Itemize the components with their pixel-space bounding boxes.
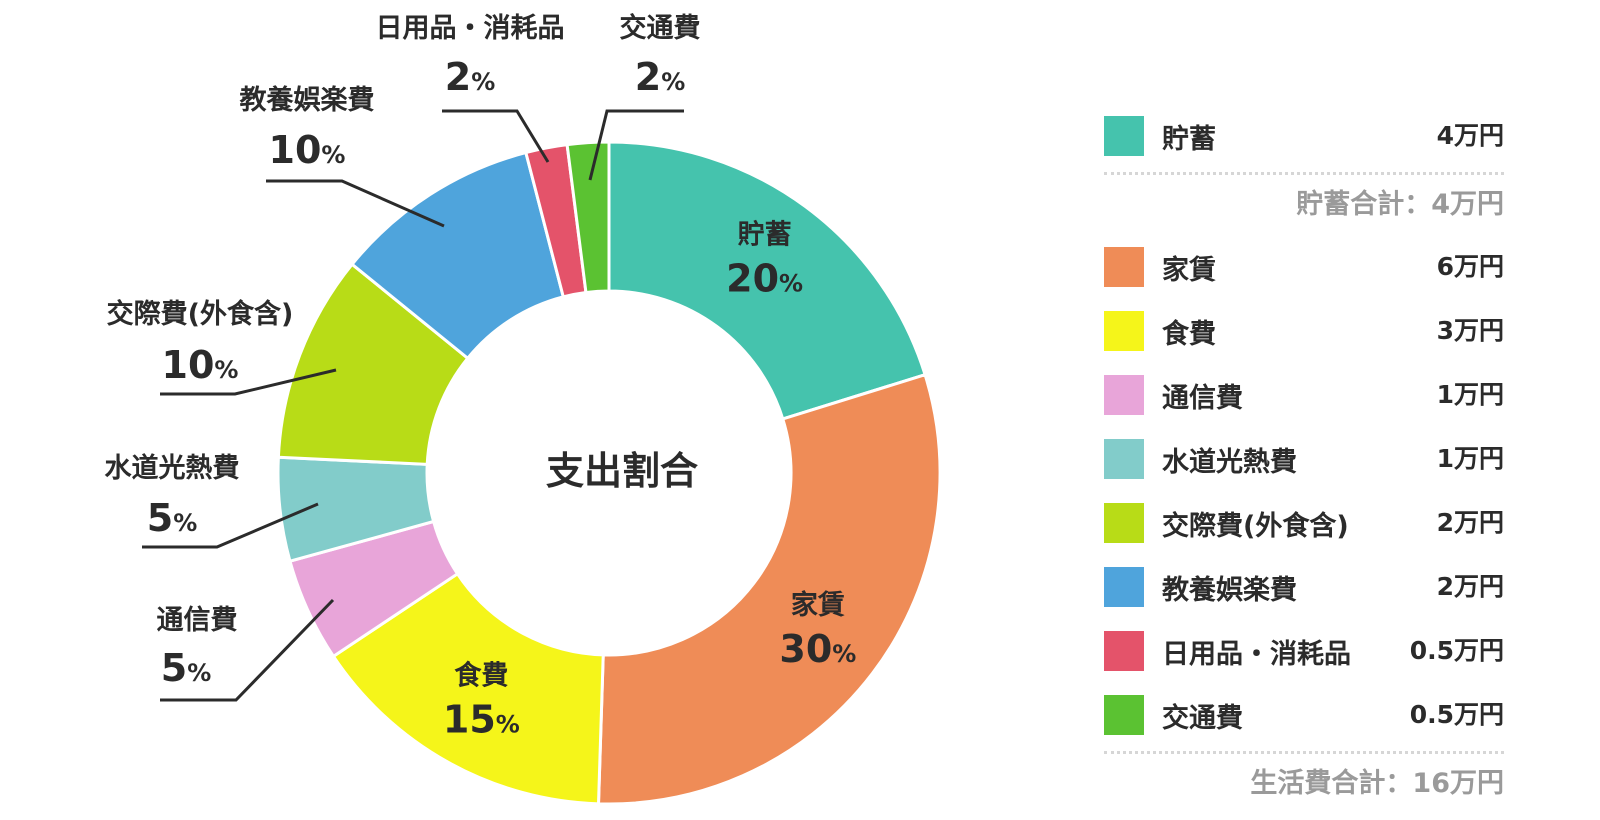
slice-5-label: 水道光熱費	[105, 452, 240, 484]
slice-7-leader-line	[266, 179, 445, 228]
legend-item-name: 貯蓄	[1162, 123, 1216, 155]
slice-1-segment	[607, 140, 927, 421]
legend-divider-savings	[1104, 172, 1504, 175]
slice-9-leader-line	[588, 109, 684, 181]
slice-4-leader-line	[160, 598, 335, 702]
donut-chart: 貯蓄 20% 家賃 30% 食費 15% 通信費 5% 水道光熱費 5% 交際費(外食含) 10% 教養…	[105, 12, 942, 806]
legend-item-name: 食費	[1162, 318, 1216, 350]
legend-item: 水道光熱費 1万円	[1104, 427, 1504, 491]
legend-item-amount: 0.5万円	[1409, 636, 1504, 665]
slice-7-label: 教養娯楽費	[240, 84, 375, 116]
legend-savings-total: 貯蓄合計：4万円	[1296, 189, 1504, 220]
legend-expense-group: 家賃 6万円 食費 3万円 通信費 1万円 水道光熱費 1万円 交際費(外食含) 2万円 教養娯楽費…	[1104, 235, 1504, 747]
legend-item-amount: 1万円	[1436, 444, 1504, 473]
slice-2-label: 家賃	[791, 589, 845, 621]
slice-2-value-label: 30%	[779, 627, 856, 671]
slice-5-value-label: 5%	[147, 496, 198, 540]
legend-swatch	[1104, 567, 1144, 607]
slice-7-value-label: 10%	[269, 128, 346, 172]
legend-savings-group: 貯蓄 4万円	[1104, 104, 1504, 168]
slice-9-segment	[565, 140, 611, 295]
legend-swatch	[1104, 439, 1144, 479]
legend-item-name: 交通費	[1162, 702, 1243, 734]
legend-item-name: 家賃	[1162, 254, 1216, 286]
slice-3-value-label: 15%	[443, 697, 520, 741]
legend-item-name: 通信費	[1162, 382, 1243, 414]
legend-item-name: 教養娯楽費	[1162, 574, 1297, 606]
legend-swatch	[1104, 311, 1144, 351]
legend-item: 日用品・消耗品 0.5万円	[1104, 619, 1504, 683]
legend-divider-living	[1104, 751, 1504, 754]
legend-swatch	[1104, 375, 1144, 415]
chart-center-title: 支出割合	[546, 449, 698, 493]
legend-item-name: 交際費(外食含)	[1162, 510, 1349, 542]
slice-8-value-label: 2%	[445, 55, 496, 99]
legend-item: 交際費(外食含) 2万円	[1104, 491, 1504, 555]
legend-item-name: 水道光熱費	[1162, 446, 1297, 478]
slice-8-leader-line	[442, 109, 550, 163]
legend-item: 食費 3万円	[1104, 299, 1504, 363]
slice-2-segment	[596, 372, 942, 806]
slice-labels: 貯蓄 20% 家賃 30% 食費 15% 通信費 5% 水道光熱費 5% 交際費(外食含) 10% 教養…	[105, 12, 857, 741]
slice-6-label: 交際費(外食含)	[107, 298, 294, 330]
slice-9-value-label: 2%	[635, 55, 686, 99]
legend: 貯蓄 4万円 貯蓄合計：4万円 家賃 6万円 食費 3万円 通信費 1万円 水道光熱費 1万円交…	[1104, 104, 1504, 814]
slice-3-segment	[331, 571, 605, 806]
legend-item: 貯蓄 4万円	[1104, 104, 1504, 168]
legend-item-amount: 2万円	[1436, 572, 1504, 601]
slice-4-label: 通信費	[157, 605, 238, 636]
legend-item: 通信費 1万円	[1104, 363, 1504, 427]
slice-6-value-label: 10%	[162, 343, 239, 387]
legend-item-amount: 4万円	[1436, 121, 1504, 150]
legend-item: 交通費 0.5万円	[1104, 683, 1504, 747]
legend-item: 教養娯楽費 2万円	[1104, 555, 1504, 619]
leader-lines	[142, 109, 684, 702]
legend-swatch	[1104, 116, 1144, 156]
slice-9-label: 交通費	[620, 12, 701, 44]
legend-item-amount: 1万円	[1436, 380, 1504, 409]
legend-item-amount: 2万円	[1436, 508, 1504, 537]
legend-swatch	[1104, 247, 1144, 287]
slice-5-leader-line	[142, 502, 319, 549]
slice-1-label: 貯蓄	[738, 220, 792, 251]
legend-swatch	[1104, 631, 1144, 671]
slice-4-value-label: 5%	[161, 646, 212, 690]
legend-item: 家賃 6万円	[1104, 235, 1504, 299]
legend-item-name: 日用品・消耗品	[1162, 638, 1351, 670]
slice-1-value-label: 20%	[726, 257, 803, 301]
legend-swatch	[1104, 695, 1144, 735]
slice-6-leader-line	[160, 368, 337, 396]
legend-item-amount: 6万円	[1436, 252, 1504, 281]
legend-item-amount: 0.5万円	[1409, 700, 1504, 729]
legend-living-total: 生活費合計：16万円	[1250, 768, 1504, 799]
slice-3-label: 食費	[454, 659, 508, 691]
slice-8-label: 日用品・消耗品	[376, 13, 565, 44]
legend-item-amount: 3万円	[1436, 316, 1504, 345]
legend-swatch	[1104, 503, 1144, 543]
donut-segments	[276, 140, 942, 806]
